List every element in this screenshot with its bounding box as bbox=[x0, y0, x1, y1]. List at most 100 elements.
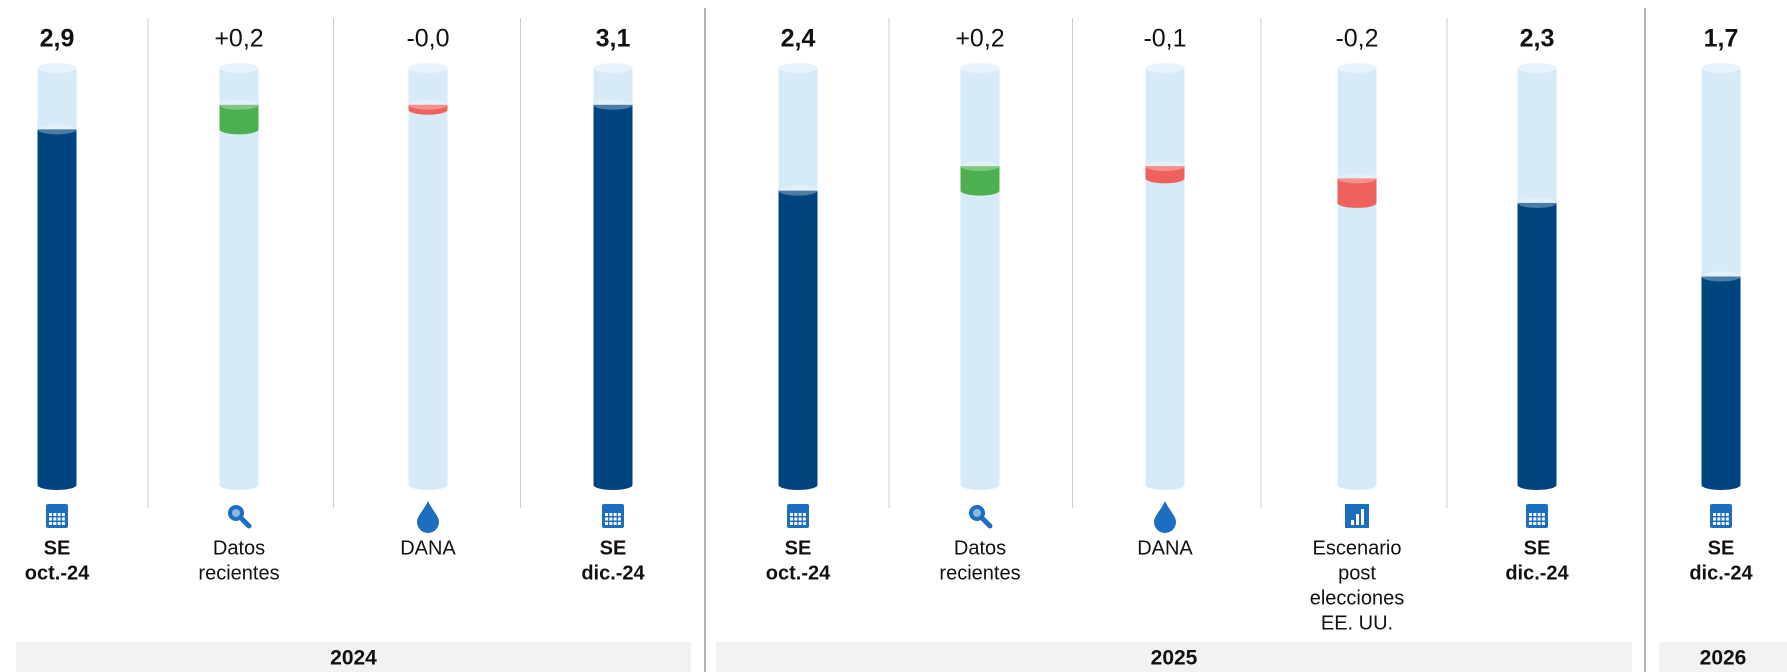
total-bar bbox=[37, 124, 77, 490]
calendar-cell bbox=[617, 513, 621, 516]
year-label: 2026 bbox=[1700, 647, 1747, 670]
tube-top bbox=[1145, 63, 1185, 73]
tube bbox=[1145, 68, 1185, 485]
tube-bottom bbox=[1145, 480, 1185, 490]
calendar-cell bbox=[1529, 517, 1532, 521]
chart-icon-bar bbox=[1351, 520, 1354, 525]
calendar-cell bbox=[1537, 522, 1541, 525]
calendar-cell bbox=[1533, 517, 1537, 521]
column-label: oct.-24 bbox=[25, 562, 90, 584]
tube-top bbox=[960, 63, 1000, 73]
calendar-cell bbox=[49, 517, 52, 521]
calendar-cell bbox=[1717, 513, 1721, 516]
tube-top bbox=[1701, 63, 1741, 73]
calendar-cell bbox=[1537, 517, 1541, 521]
total-bar-top bbox=[1517, 197, 1557, 208]
column-label: dic.-24 bbox=[1505, 562, 1569, 584]
tube bbox=[960, 68, 1000, 485]
total-bar-bottom bbox=[778, 480, 818, 490]
calendar-cell bbox=[57, 517, 61, 521]
total-bar-body bbox=[778, 190, 818, 485]
calendar-cell bbox=[53, 513, 57, 516]
column-label: SE bbox=[44, 537, 71, 559]
chart-icon-bar bbox=[1356, 514, 1359, 525]
calendar-cell bbox=[1725, 513, 1729, 516]
value-label: -0,1 bbox=[1143, 25, 1186, 53]
total-bar bbox=[593, 99, 633, 490]
column-label: SE bbox=[1708, 537, 1735, 559]
calendar-cell bbox=[1541, 522, 1545, 525]
total-bar-body bbox=[593, 104, 633, 485]
calendar-cell bbox=[605, 517, 608, 521]
calendar-cell bbox=[1721, 513, 1725, 516]
tube-top bbox=[408, 63, 448, 73]
calendar-cell bbox=[802, 517, 806, 521]
calendar-cell bbox=[1529, 513, 1532, 516]
calendar-cell bbox=[53, 517, 57, 521]
calendar-cell bbox=[609, 522, 613, 525]
calendar-cell bbox=[1721, 517, 1725, 521]
value-label: 2,3 bbox=[1520, 25, 1555, 53]
decrease-bar-top bbox=[1145, 161, 1185, 172]
value-label: -0,0 bbox=[406, 25, 449, 53]
tube bbox=[408, 68, 448, 485]
calendar-cell bbox=[794, 513, 798, 516]
total-bar bbox=[1701, 271, 1741, 490]
tube-bottom bbox=[960, 480, 1000, 490]
calendar-cell bbox=[617, 522, 621, 525]
decrease-bar-bottom bbox=[408, 104, 448, 115]
column-label: Escenario bbox=[1313, 537, 1402, 559]
value-label: 2,4 bbox=[781, 25, 816, 53]
calendar-cell bbox=[61, 517, 65, 521]
total-bar-bottom bbox=[1517, 480, 1557, 490]
value-label: -0,2 bbox=[1335, 25, 1378, 53]
total-bar-top bbox=[1701, 271, 1741, 282]
calendar-cell bbox=[1717, 517, 1721, 521]
year-label: 2025 bbox=[1151, 647, 1198, 670]
drop-icon bbox=[1154, 501, 1176, 533]
tube-bottom bbox=[1337, 480, 1377, 490]
calendar-cell bbox=[802, 513, 806, 516]
year-label: 2024 bbox=[330, 647, 377, 670]
column-label: recientes bbox=[939, 562, 1020, 584]
calendar-cell bbox=[613, 517, 617, 521]
calendar-cell bbox=[61, 513, 65, 516]
calendar-cell bbox=[605, 513, 608, 516]
year-band bbox=[16, 642, 691, 672]
tube-top bbox=[778, 63, 818, 73]
total-bar bbox=[1517, 197, 1557, 490]
total-bar-bottom bbox=[1701, 480, 1741, 490]
tube-bottom bbox=[219, 480, 259, 490]
increase-bar bbox=[219, 99, 259, 135]
column-label: SE bbox=[1524, 537, 1551, 559]
calendar-cell bbox=[49, 522, 52, 525]
calendar-cell bbox=[609, 517, 613, 521]
column-label: recientes bbox=[198, 562, 279, 584]
column-label: EE. UU. bbox=[1321, 612, 1393, 634]
calendar-cell bbox=[617, 517, 621, 521]
calendar-cell bbox=[798, 513, 802, 516]
calendar-cell bbox=[798, 517, 802, 521]
column-label: DANA bbox=[1137, 537, 1193, 559]
calendar-cell bbox=[53, 522, 57, 525]
calendar-cell bbox=[802, 522, 806, 525]
decrease-bar bbox=[408, 99, 448, 115]
column-label: post bbox=[1338, 562, 1376, 584]
calendar-cell bbox=[1533, 513, 1537, 516]
column-label: oct.-24 bbox=[766, 562, 831, 584]
total-bar-bottom bbox=[37, 480, 77, 490]
calendar-cell bbox=[1529, 522, 1532, 525]
calendar-cell bbox=[1725, 522, 1729, 525]
calendar-cell bbox=[57, 522, 61, 525]
magnifier-glass bbox=[973, 509, 981, 517]
increase-bar bbox=[960, 161, 1000, 196]
total-bar-body bbox=[1701, 276, 1741, 485]
calendar-cell bbox=[605, 522, 608, 525]
total-bar-top bbox=[37, 124, 77, 135]
value-label: 2,9 bbox=[40, 25, 75, 53]
calendar-cell bbox=[794, 517, 798, 521]
calendar-cell bbox=[790, 513, 793, 516]
column-label: DANA bbox=[400, 537, 456, 559]
